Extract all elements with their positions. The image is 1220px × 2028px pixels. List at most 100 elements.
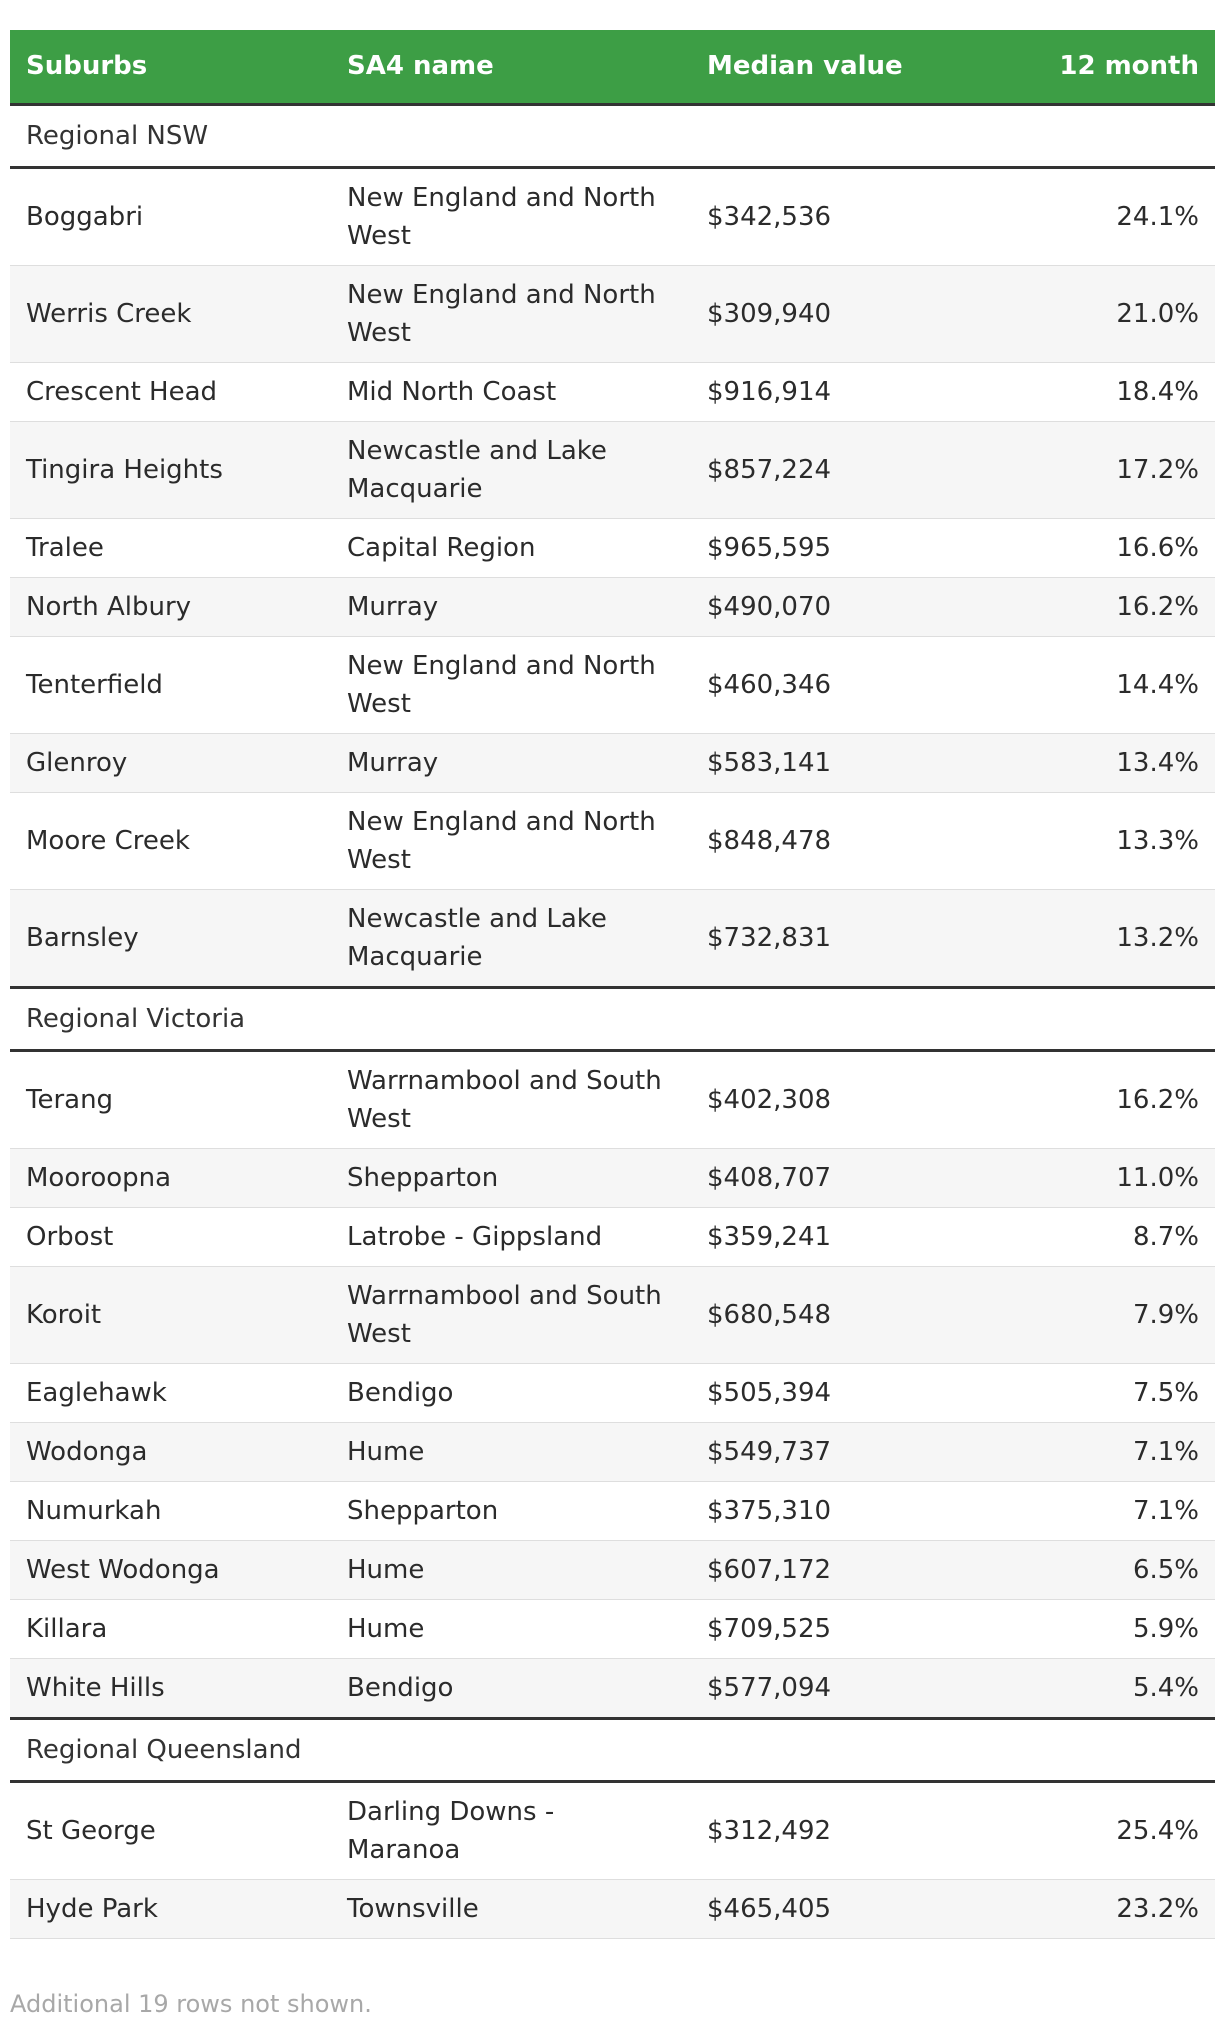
growth-cell: 5.9% — [991, 1599, 1215, 1659]
growth-cell: 7.9% — [991, 1266, 1215, 1364]
table-row: Barnsley Newcastle and Lake Macquarie $732… — [10, 889, 1215, 988]
sa4-name-cell: New England and North West — [331, 792, 691, 890]
table-footnote: Additional 19 rows not shown. — [10, 1990, 372, 2018]
suburb-cell: Mooroopna — [10, 1148, 331, 1208]
table-row: Numurkah Shepparton $375,310 7.1% — [10, 1481, 1215, 1541]
sa4-name-cell: New England and North West — [331, 636, 691, 734]
sa4-name-cell: Warrnambool and South West — [331, 1266, 691, 1364]
suburb-cell: Moore Creek — [10, 792, 331, 890]
median-value-cell: $342,536 — [691, 167, 991, 266]
growth-cell: 5.4% — [991, 1658, 1215, 1719]
suburb-cell: Barnsley — [10, 889, 331, 988]
suburb-cell: Tingira Heights — [10, 421, 331, 519]
table-row: Boggabri New England and North West $342,5… — [10, 167, 1215, 266]
table-row: Koroit Warrnambool and South West $680,548… — [10, 1266, 1215, 1364]
median-value-cell: $549,737 — [691, 1422, 991, 1482]
table-row: Killara Hume $709,525 5.9% — [10, 1599, 1215, 1659]
sa4-name-cell: Hume — [331, 1599, 691, 1659]
table-row: Crescent Head Mid North Coast $916,914 18.4… — [10, 362, 1215, 422]
suburb-cell: West Wodonga — [10, 1540, 331, 1600]
growth-cell: 16.2% — [991, 577, 1215, 637]
sa4-name-cell: Capital Region — [331, 518, 691, 578]
suburb-growth-table: Suburbs SA4 name Median value 12 month R… — [10, 30, 1215, 1939]
suburb-cell: Koroit — [10, 1266, 331, 1364]
growth-cell: 6.5% — [991, 1540, 1215, 1600]
table-row: Tralee Capital Region $965,595 16.6% — [10, 518, 1215, 578]
median-value-cell: $375,310 — [691, 1481, 991, 1541]
suburb-cell: Wodonga — [10, 1422, 331, 1482]
sa4-name-cell: Bendigo — [331, 1658, 691, 1719]
median-value-cell: $408,707 — [691, 1148, 991, 1208]
growth-cell: 17.2% — [991, 421, 1215, 519]
median-value-cell: $402,308 — [691, 1050, 991, 1149]
sa4-name-cell: New England and North West — [331, 265, 691, 363]
growth-cell: 24.1% — [991, 167, 1215, 266]
column-header-sa4-name[interactable]: SA4 name — [331, 30, 691, 106]
median-value-cell: $607,172 — [691, 1540, 991, 1600]
median-value-cell: $465,405 — [691, 1879, 991, 1939]
median-value-cell: $460,346 — [691, 636, 991, 734]
sa4-name-cell: Murray — [331, 733, 691, 793]
growth-cell: 13.4% — [991, 733, 1215, 793]
growth-cell: 7.1% — [991, 1422, 1215, 1482]
suburb-cell: Terang — [10, 1050, 331, 1149]
median-value-cell: $916,914 — [691, 362, 991, 422]
growth-cell: 16.6% — [991, 518, 1215, 578]
sa4-name-cell: Darling Downs - Maranoa — [331, 1781, 691, 1880]
table-row: Eaglehawk Bendigo $505,394 7.5% — [10, 1363, 1215, 1423]
sa4-name-cell: Mid North Coast — [331, 362, 691, 422]
suburb-cell: Hyde Park — [10, 1879, 331, 1939]
growth-cell: 7.5% — [991, 1363, 1215, 1423]
median-value-cell: $577,094 — [691, 1658, 991, 1719]
group-label: Regional Queensland — [10, 1716, 1215, 1783]
sa4-name-cell: Warrnambool and South West — [331, 1050, 691, 1149]
table-row: Orbost Latrobe - Gippsland $359,241 8.7% — [10, 1207, 1215, 1267]
suburb-cell: Orbost — [10, 1207, 331, 1267]
table-body: Regional NSW Boggabri New England and Nort… — [10, 104, 1215, 1939]
sa4-name-cell: Newcastle and Lake Macquarie — [331, 889, 691, 988]
table-row: Hyde Park Townsville $465,405 23.2% — [10, 1879, 1215, 1939]
group-row: Regional Queensland — [10, 1716, 1215, 1783]
suburb-cell: Boggabri — [10, 167, 331, 266]
growth-cell: 16.2% — [991, 1050, 1215, 1149]
sa4-name-cell: Shepparton — [331, 1481, 691, 1541]
table-header-row: Suburbs SA4 name Median value 12 month — [10, 30, 1215, 106]
growth-cell: 13.2% — [991, 889, 1215, 988]
sa4-name-cell: Murray — [331, 577, 691, 637]
suburb-cell: Eaglehawk — [10, 1363, 331, 1423]
group-row: Regional NSW — [10, 104, 1215, 169]
suburb-cell: Killara — [10, 1599, 331, 1659]
sa4-name-cell: Shepparton — [331, 1148, 691, 1208]
median-value-cell: $309,940 — [691, 265, 991, 363]
group-row: Regional Victoria — [10, 985, 1215, 1052]
suburb-cell: Glenroy — [10, 733, 331, 793]
table-row: White Hills Bendigo $577,094 5.4% — [10, 1658, 1215, 1719]
median-value-cell: $680,548 — [691, 1266, 991, 1364]
column-header-suburbs[interactable]: Suburbs — [10, 30, 331, 106]
growth-cell: 25.4% — [991, 1781, 1215, 1880]
suburb-cell: St George — [10, 1781, 331, 1880]
group-label: Regional NSW — [10, 104, 1215, 169]
table-row: Tenterfield New England and North West $46… — [10, 636, 1215, 734]
sa4-name-cell: Newcastle and Lake Macquarie — [331, 421, 691, 519]
table-row: Terang Warrnambool and South West $402,308… — [10, 1050, 1215, 1149]
median-value-cell: $583,141 — [691, 733, 991, 793]
suburb-cell: Numurkah — [10, 1481, 331, 1541]
table-row: Moore Creek New England and North West $84… — [10, 792, 1215, 890]
growth-cell: 7.1% — [991, 1481, 1215, 1541]
median-value-cell: $732,831 — [691, 889, 991, 988]
suburb-cell: Werris Creek — [10, 265, 331, 363]
suburb-cell: Crescent Head — [10, 362, 331, 422]
sa4-name-cell: Bendigo — [331, 1363, 691, 1423]
group-label: Regional Victoria — [10, 985, 1215, 1052]
suburb-cell: White Hills — [10, 1658, 331, 1719]
table-row: Werris Creek New England and North West $3… — [10, 265, 1215, 363]
column-header-12-month[interactable]: 12 month — [991, 30, 1215, 106]
suburb-cell: Tralee — [10, 518, 331, 578]
sa4-name-cell: Latrobe - Gippsland — [331, 1207, 691, 1267]
growth-cell: 18.4% — [991, 362, 1215, 422]
table-row: St George Darling Downs - Maranoa $312,492… — [10, 1781, 1215, 1880]
growth-cell: 8.7% — [991, 1207, 1215, 1267]
column-header-median-value[interactable]: Median value — [691, 30, 991, 106]
table-row: Glenroy Murray $583,141 13.4% — [10, 733, 1215, 793]
